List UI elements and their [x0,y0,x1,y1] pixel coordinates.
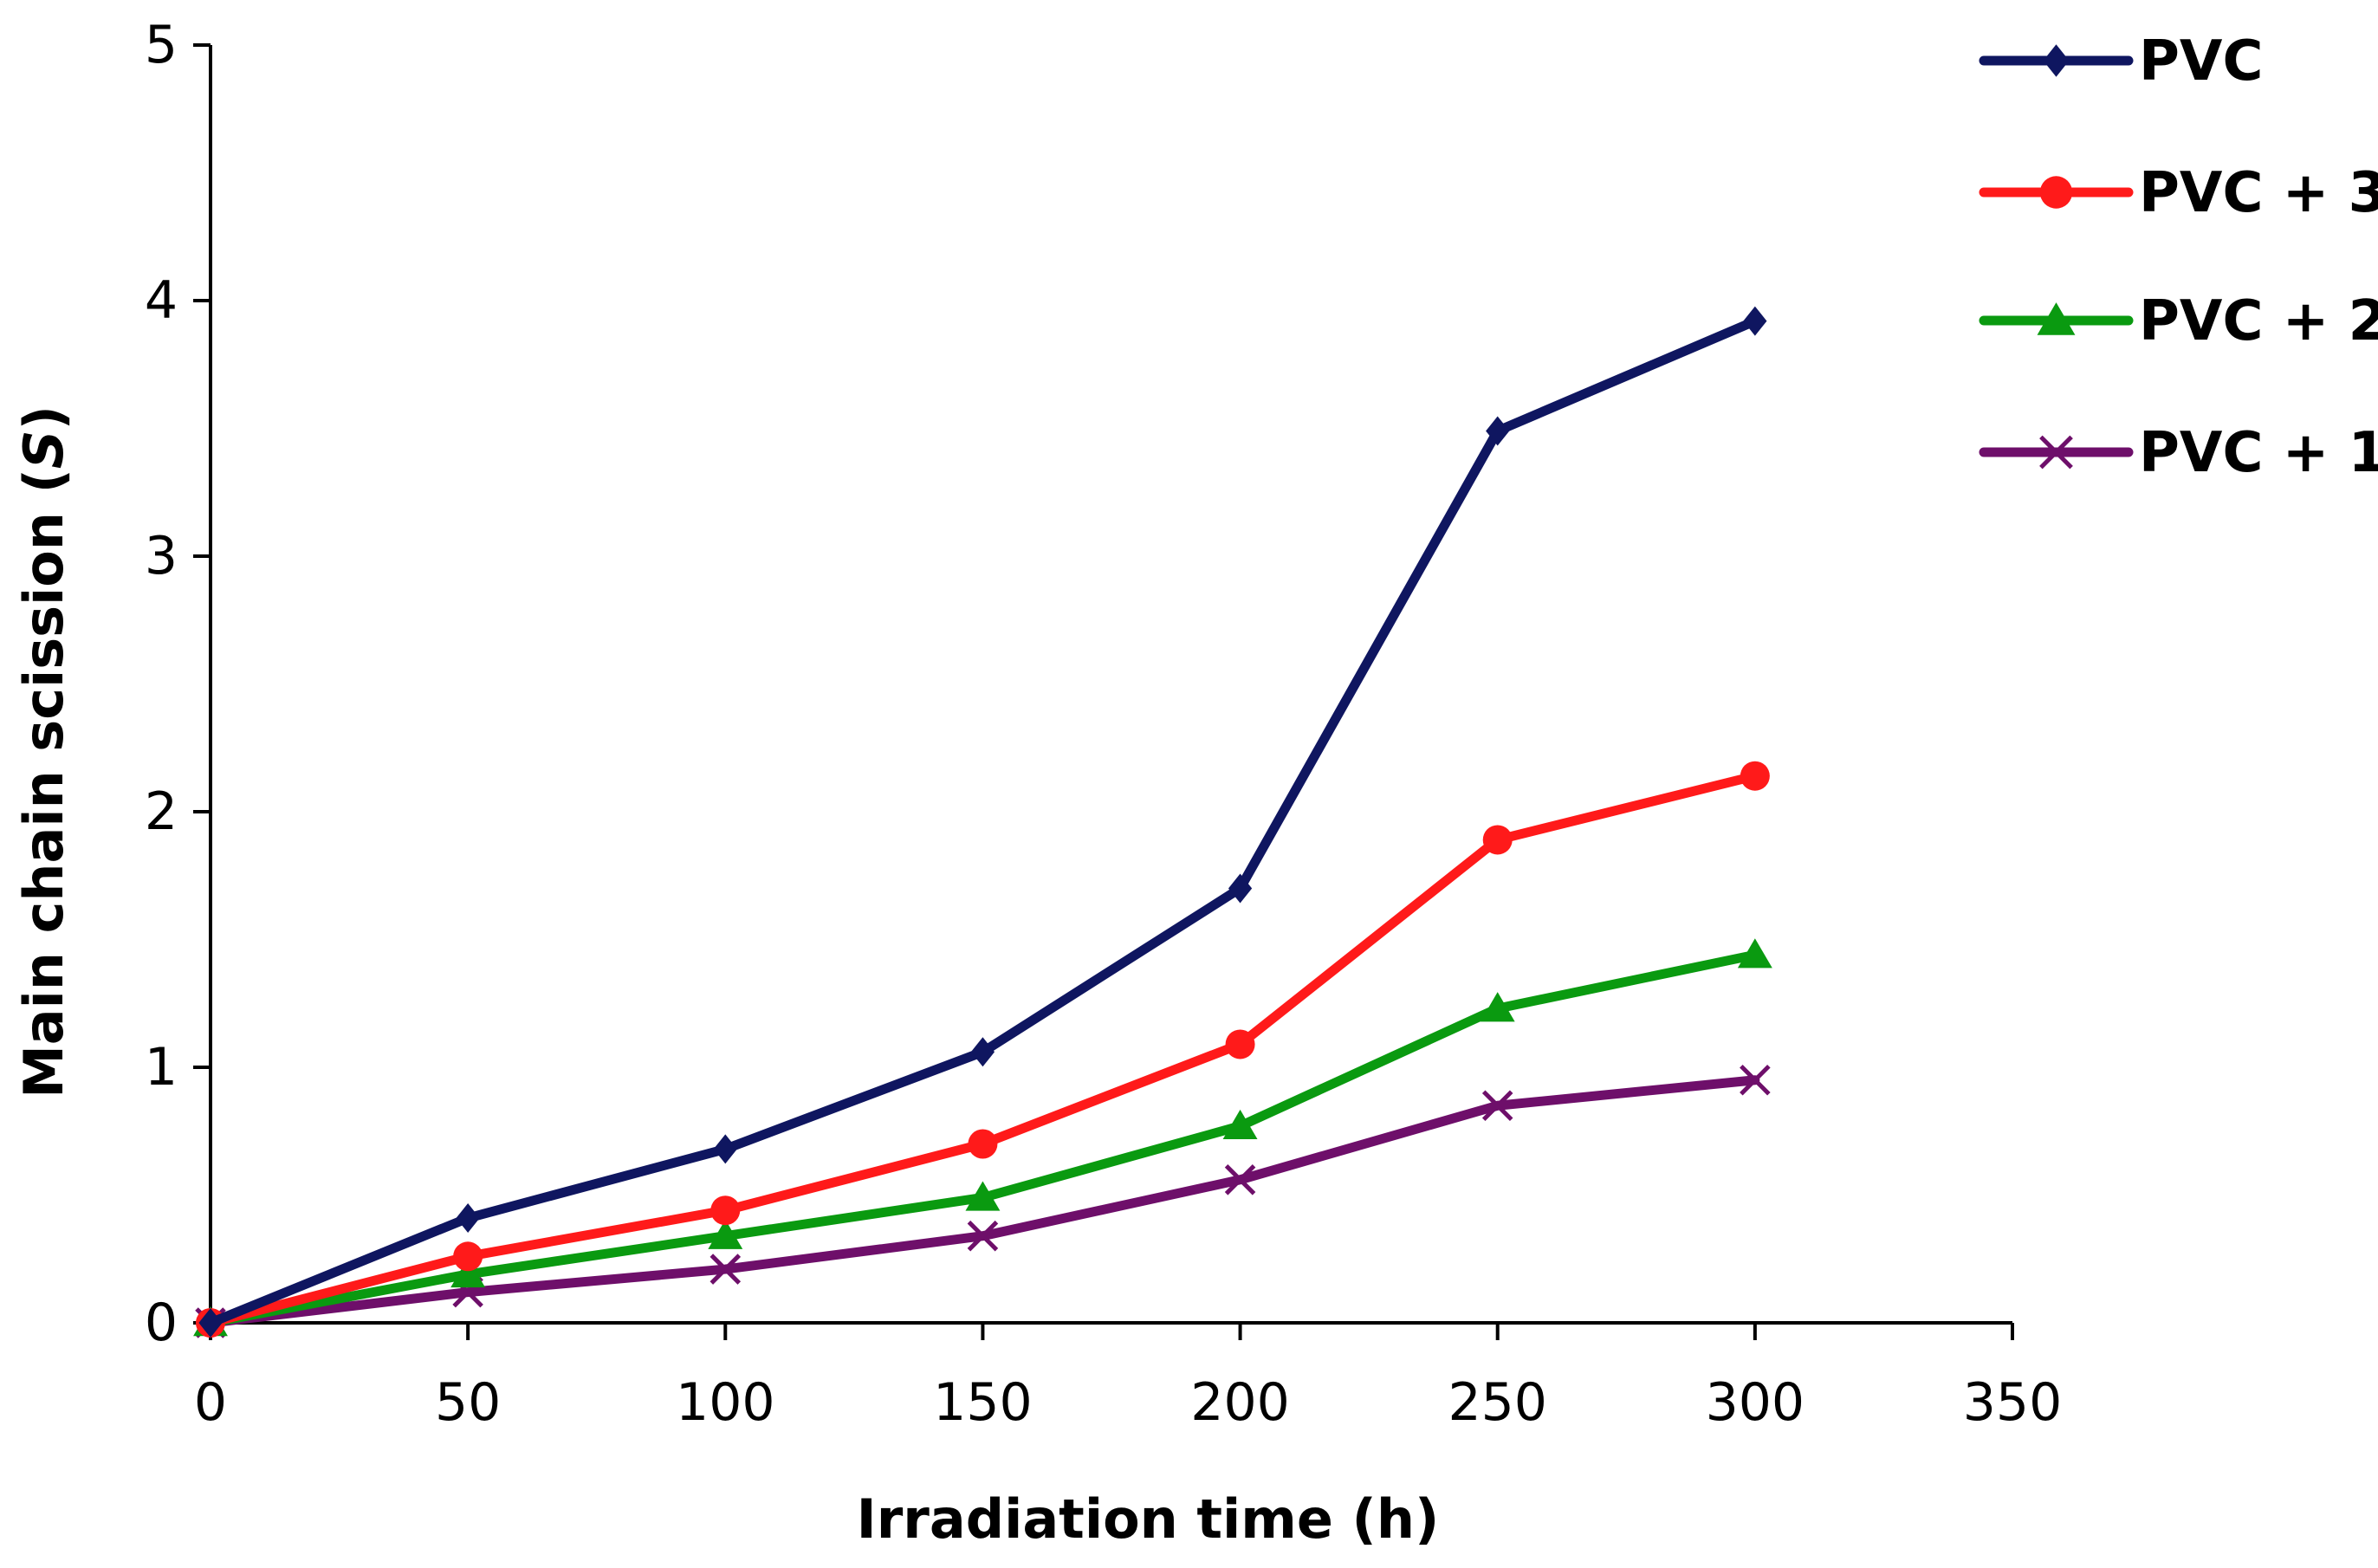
data-point-pvc-3 [710,1195,741,1226]
data-point-pvc-2 [1222,1109,1258,1140]
x-tick-label: 250 [1448,1372,1547,1433]
data-point-pvc [1228,873,1253,904]
data-point-pvc [1743,306,1767,336]
legend-swatch-marker [2039,176,2073,209]
x-marker-stroke [967,1220,999,1252]
x-tick-label: 0 [194,1372,227,1433]
x-tick-label: 200 [1190,1372,1290,1433]
legend-item-pvc-1: PVC + 1 [1979,421,2378,485]
data-point-pvc-2 [450,1257,486,1288]
y-tick-label: 4 [145,270,178,331]
data-point-pvc-2 [965,1181,1001,1211]
legend: PVC PVC + 3 PVC + 2 PVC + 1 [1979,29,2378,485]
x-tick-label: 50 [435,1372,501,1433]
x-marker-stroke [1740,1064,1771,1096]
legend-label: PVC [2139,29,2263,94]
legend-swatch-marker [2037,302,2076,335]
x-axis-label: Irradiation time (h) [857,1487,1440,1551]
data-point-pvc-1 [1224,1164,1256,1195]
data-point-pvc [1486,416,1510,446]
data-point-pvc-1 [967,1220,999,1252]
y-tick-label: 2 [145,781,178,842]
data-point-pvc [713,1134,737,1164]
data-point-pvc [456,1203,480,1234]
data-point-pvc-2 [708,1219,743,1249]
data-point-pvc-2 [1480,992,1515,1022]
series-layer [193,306,1772,1338]
data-point-pvc-1 [710,1254,742,1285]
y-axis-label-paren-close: ) [12,405,75,430]
y-axis-label: Main chain scission (S) [12,405,75,1098]
data-point-pvc-1 [1481,1090,1513,1122]
legend-item-pvc: PVC [1979,29,2263,94]
y-tick-label: 3 [145,526,178,586]
legend-label: PVC + 1 [2139,421,2378,485]
series-line-pvc [205,316,1760,1328]
data-point-pvc-2 [1737,938,1772,969]
x-tick-label: 100 [676,1372,775,1433]
y-tick-label: 1 [145,1037,178,1098]
y-tick-label: 0 [145,1293,178,1353]
x-marker-stroke [1224,1164,1256,1195]
legend-item-pvc-3: PVC + 3 [1979,161,2378,225]
data-point-pvc [970,1037,995,1067]
y-axis-label-paren-open: ( [12,469,75,493]
data-point-pvc-3 [968,1129,998,1159]
data-point-pvc-3 [453,1241,483,1272]
x-marker-stroke [2039,435,2073,470]
data-point-pvc-3 [1225,1029,1255,1059]
x-marker-stroke [710,1254,742,1285]
data-point-pvc-3 [1740,761,1770,791]
y-tick-label: 5 [145,15,178,75]
legend-label: PVC + 2 [2139,289,2378,353]
y-axis-label-italic: S [12,430,75,469]
x-tick-label: 150 [933,1372,1033,1433]
data-point-pvc [198,1308,223,1338]
legend-swatch-marker [2043,44,2070,77]
legend-swatch-marker [2039,435,2073,470]
data-point-pvc-3 [1482,825,1513,855]
x-marker-stroke [1481,1090,1513,1122]
x-tick-label: 350 [1963,1372,2063,1433]
y-axis-label-main: Main chain scission [12,493,75,1098]
data-point-pvc-1 [1740,1064,1771,1096]
legend-item-pvc-2: PVC + 2 [1979,289,2378,353]
legend-label: PVC + 3 [2139,161,2378,225]
x-tick-label: 300 [1706,1372,1805,1433]
